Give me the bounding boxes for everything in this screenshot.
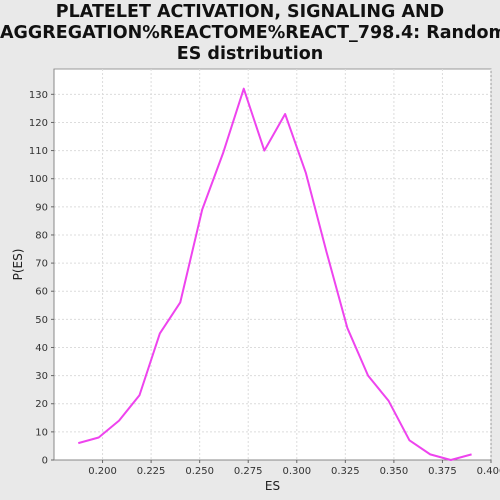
y-axis-label: P(ES)	[11, 249, 25, 281]
plot-area	[53, 68, 492, 461]
y-tick-label: 90	[35, 202, 48, 213]
y-tick-label: 20	[35, 399, 48, 410]
y-tick-label: 30	[35, 371, 48, 382]
chart-title: PLATELET ACTIVATION, SIGNALING AND AGGRE…	[0, 2, 500, 65]
y-tick-label: 70	[35, 259, 48, 270]
y-tick-label: 120	[29, 118, 48, 129]
y-tick-label: 50	[35, 315, 48, 326]
y-tick-label: 0	[42, 456, 48, 467]
x-tick-label: 0.200	[88, 466, 117, 477]
y-tick-label: 130	[29, 90, 48, 101]
x-tick-label: 0.375	[428, 466, 457, 477]
x-tick-label: 0.325	[331, 466, 360, 477]
y-tick-label: 60	[35, 287, 48, 298]
y-tick-label: 10	[35, 427, 48, 438]
x-tick-label: 0.300	[282, 466, 311, 477]
x-axis-ticks: 0.200 0.225 0.250 0.275 0.300 0.325 0.350 0.375…	[88, 460, 500, 477]
chart-title-line-2: AGGREGATION%REACTOME%REACT_798.4: Random	[0, 23, 500, 43]
y-tick-label: 110	[29, 146, 48, 157]
y-axis-ticks: 0 10 20 30 40 50 60 70 80 90 100 110 120 130	[29, 90, 54, 467]
series-line	[78, 87, 472, 461]
series-layer	[78, 87, 472, 461]
x-tick-label: 0.350	[380, 466, 409, 477]
axes	[53, 69, 491, 461]
chart-title-line-3: ES distribution	[176, 44, 324, 64]
x-tick-label: 0.275	[234, 466, 263, 477]
x-axis-label: ES	[265, 479, 280, 493]
chart-title-line-1: PLATELET ACTIVATION, SIGNALING AND	[55, 2, 445, 22]
x-tick-label: 0.225	[137, 466, 166, 477]
y-tick-label: 100	[29, 174, 48, 185]
y-tick-label: 40	[35, 343, 48, 354]
y-tick-label: 80	[35, 230, 48, 241]
x-tick-label: 0.400	[477, 466, 500, 477]
x-tick-label: 0.250	[185, 466, 214, 477]
